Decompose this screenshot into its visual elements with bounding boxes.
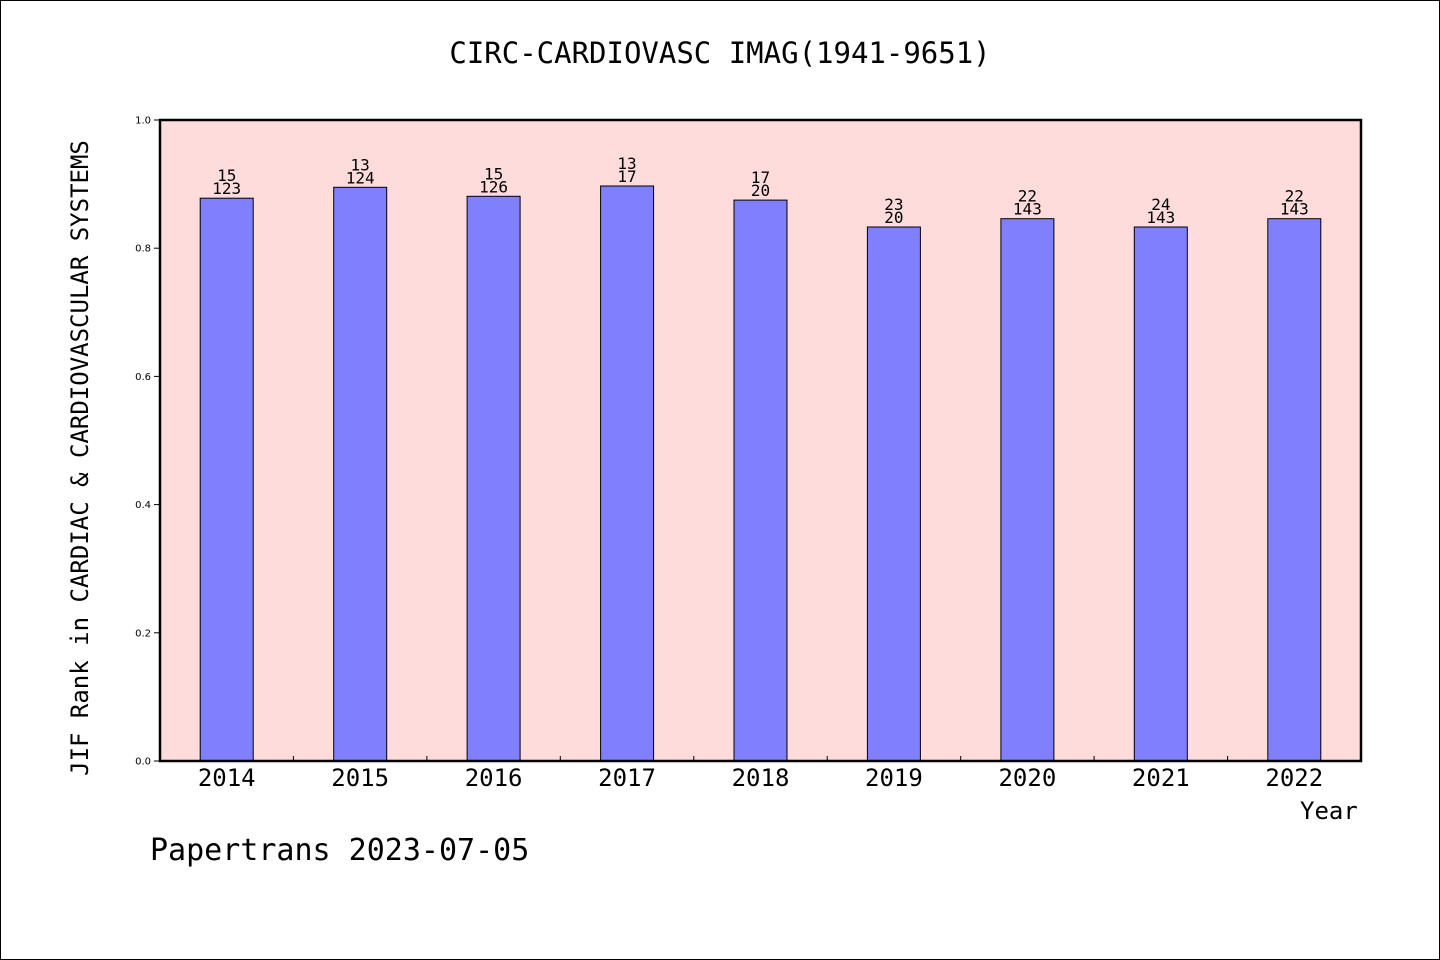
bar-total-label-2021: 143 (1146, 208, 1175, 227)
bar-rank-label-2015: 13 (351, 155, 370, 174)
x-tick-label-2018: 2018 (732, 764, 790, 792)
bar-2019 (866, 226, 921, 762)
chart-title: CIRC-CARDIOVASC IMAG(1941-9651) (449, 36, 991, 70)
bar-rank-label-2021: 24 (1151, 195, 1170, 214)
x-tick-label-2017: 2017 (598, 764, 656, 792)
x-tick-label-2015: 2015 (331, 764, 389, 792)
x-tick-label-2019: 2019 (865, 764, 923, 792)
bar-total-label-2015: 124 (346, 168, 375, 187)
bar-total-label-2017: 17 (617, 167, 636, 186)
y-tick-label-0.8: 0.8 (135, 244, 151, 255)
x-tick-label-2022: 2022 (1265, 764, 1323, 792)
x-axis-title: Year (1300, 797, 1358, 825)
bar-2021 (1133, 226, 1188, 762)
y-tick-label-1.0: 1.0 (135, 116, 151, 127)
bar-total-label-2019: 20 (884, 208, 903, 227)
bar-2017 (600, 185, 655, 762)
x-tick-label-2016: 2016 (465, 764, 523, 792)
bar-2014 (199, 197, 254, 762)
footer-credit: Papertrans 2023-07-05 (150, 833, 530, 868)
bar-2016 (466, 195, 521, 762)
bar-rank-label-2017: 13 (617, 154, 636, 173)
bar-total-label-2016: 126 (479, 177, 508, 196)
bar-rank-label-2022: 22 (1285, 187, 1304, 206)
bar-rank-label-2016: 15 (484, 164, 503, 183)
bar-rank-label-2019: 23 (884, 195, 903, 214)
y-axis-title: JIF Rank in CARDIAC & CARDIOVASCULAR SYS… (66, 140, 94, 776)
plot-border (158, 118, 1363, 763)
y-tick-label-0.2: 0.2 (135, 628, 151, 639)
y-tick-label-0.0: 0.0 (135, 757, 151, 768)
y-tick-label-0.4: 0.4 (135, 500, 151, 511)
bar-2018 (733, 199, 788, 762)
x-tick-label-2014: 2014 (198, 764, 256, 792)
bar-total-label-2018: 20 (751, 181, 770, 200)
bar-rank-label-2018: 17 (751, 168, 770, 187)
x-tick-label-2021: 2021 (1132, 764, 1190, 792)
bar-rank-label-2020: 22 (1018, 187, 1037, 206)
y-tick-label-0.6: 0.6 (135, 372, 151, 383)
bar-2022 (1267, 218, 1322, 762)
bar-total-label-2022: 143 (1280, 200, 1309, 219)
bar-2015 (333, 186, 388, 762)
bar-rank-label-2014: 15 (217, 166, 236, 185)
x-tick-label-2020: 2020 (998, 764, 1056, 792)
bar-total-label-2014: 123 (212, 179, 241, 198)
bar-total-label-2020: 143 (1013, 200, 1042, 219)
bar-2020 (1000, 218, 1055, 762)
